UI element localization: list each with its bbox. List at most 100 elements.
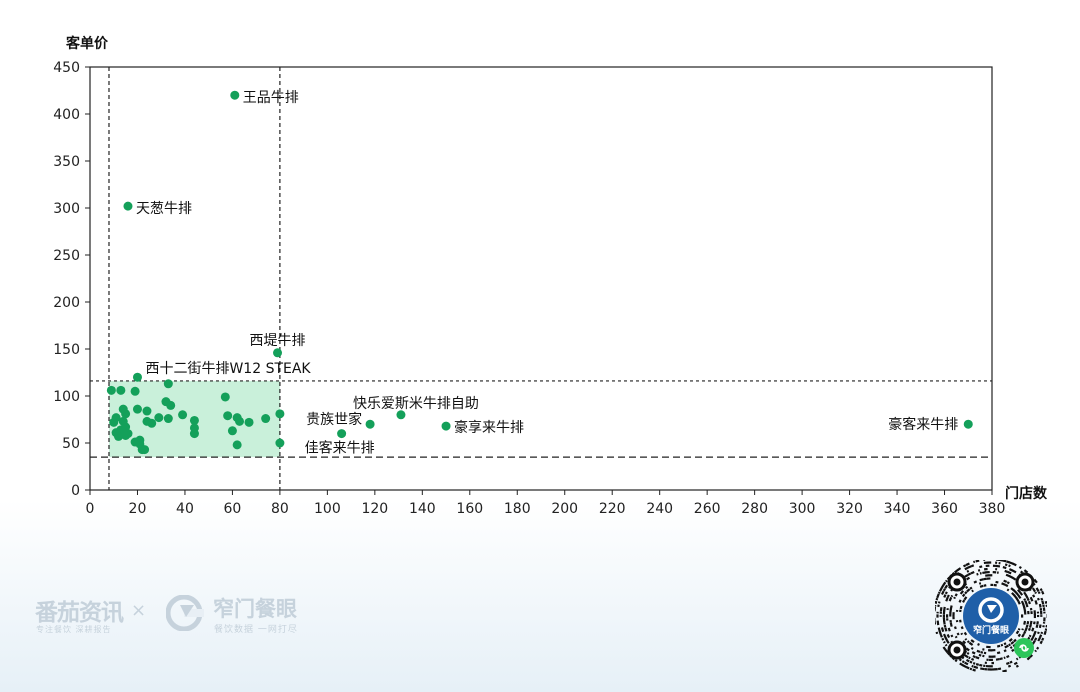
qr-module xyxy=(966,576,971,581)
qr-module xyxy=(937,627,941,632)
qr-module xyxy=(1036,646,1040,650)
collab-times-sign: × xyxy=(131,600,147,621)
qr-module xyxy=(973,580,978,584)
qr-module xyxy=(1042,625,1045,628)
qr-module xyxy=(954,659,958,663)
data-point xyxy=(163,414,173,424)
qr-module xyxy=(985,570,990,574)
qr-module xyxy=(935,600,938,604)
qr-module xyxy=(980,667,985,671)
qr-module xyxy=(987,668,992,671)
qr-module xyxy=(1032,639,1036,645)
qr-module xyxy=(991,661,995,665)
qr-module xyxy=(1028,634,1032,638)
qr-module xyxy=(949,605,953,610)
qr-module xyxy=(1011,569,1017,574)
qr-module xyxy=(1004,644,1010,649)
qr-module xyxy=(936,611,939,614)
data-point xyxy=(154,413,164,423)
qr-module xyxy=(1024,627,1028,632)
qr-module xyxy=(970,647,974,650)
qr-module xyxy=(1009,646,1013,650)
qr-module xyxy=(992,571,997,574)
qr-module xyxy=(1000,643,1004,647)
data-point-label: 西十二街牛排W12 STEAK xyxy=(145,361,311,377)
qr-module xyxy=(1031,587,1037,593)
x-tick-label: 20 xyxy=(129,501,147,517)
data-point xyxy=(273,348,283,358)
y-tick-label: 350 xyxy=(53,154,80,170)
qr-module xyxy=(989,658,993,662)
data-point xyxy=(106,385,116,395)
qr-module xyxy=(946,640,950,644)
qr-module xyxy=(1039,610,1043,615)
x-tick-label: 280 xyxy=(741,501,768,517)
qr-module xyxy=(984,668,988,671)
qr-module xyxy=(1021,633,1025,638)
qr-module xyxy=(1012,589,1018,594)
qr-module xyxy=(935,597,939,601)
qr-module xyxy=(1040,597,1044,601)
qr-module xyxy=(988,655,992,658)
x-tick-label: 200 xyxy=(551,501,578,517)
data-point xyxy=(116,385,126,395)
qr-module xyxy=(964,637,968,641)
qr-module xyxy=(1038,603,1042,608)
qr-module xyxy=(993,583,997,587)
qr-module xyxy=(1037,591,1041,595)
qr-module xyxy=(936,593,940,599)
qr-module xyxy=(1037,614,1040,618)
qr-module xyxy=(961,593,966,598)
qr-module xyxy=(995,560,1000,562)
qr-module xyxy=(1040,615,1043,617)
qr-module xyxy=(1033,630,1037,635)
mini-program-qr-code[interactable]: 窄门餐眼 xyxy=(935,560,1047,672)
qr-module xyxy=(1011,648,1015,652)
data-point xyxy=(113,431,123,441)
qr-module xyxy=(988,649,993,652)
qr-module xyxy=(1002,566,1007,570)
qr-module xyxy=(972,655,976,659)
data-point xyxy=(140,445,150,455)
qr-module xyxy=(1043,611,1046,614)
data-point xyxy=(132,372,142,382)
qr-module xyxy=(961,660,965,664)
qr-module xyxy=(964,566,969,571)
data-point xyxy=(261,414,271,424)
x-tick-label: 220 xyxy=(599,501,626,517)
qr-module xyxy=(982,648,985,651)
qr-module xyxy=(946,633,951,639)
qr-module xyxy=(990,583,994,587)
qr-module xyxy=(965,562,970,567)
qr-module xyxy=(983,561,988,565)
qr-module xyxy=(1011,576,1017,581)
qr-module xyxy=(939,634,943,638)
qr-module xyxy=(1039,607,1043,611)
qr-module xyxy=(966,588,971,593)
qr-module xyxy=(983,577,987,581)
qr-module xyxy=(1033,578,1038,584)
qr-module xyxy=(970,570,975,575)
qr-module xyxy=(979,584,984,588)
qr-module xyxy=(1006,581,1010,585)
qr-module xyxy=(1021,628,1024,631)
qr-module xyxy=(1031,627,1035,632)
qr-module xyxy=(935,620,937,625)
y-tick-label: 250 xyxy=(53,248,80,264)
data-point xyxy=(244,417,254,427)
qr-module xyxy=(1040,631,1044,635)
qr-module xyxy=(953,596,956,600)
qr-module xyxy=(979,663,983,667)
qr-module xyxy=(989,665,993,668)
qr-module xyxy=(1033,613,1036,619)
qr-module xyxy=(942,588,946,592)
qr-module xyxy=(978,582,982,585)
data-point xyxy=(396,410,406,420)
x-tick-label: 60 xyxy=(224,501,242,517)
data-point-label: 西堤牛排 xyxy=(250,333,306,349)
qr-module xyxy=(983,664,986,668)
qr-module xyxy=(1023,606,1027,612)
x-tick-label: 100 xyxy=(314,501,341,517)
data-point xyxy=(142,406,152,416)
